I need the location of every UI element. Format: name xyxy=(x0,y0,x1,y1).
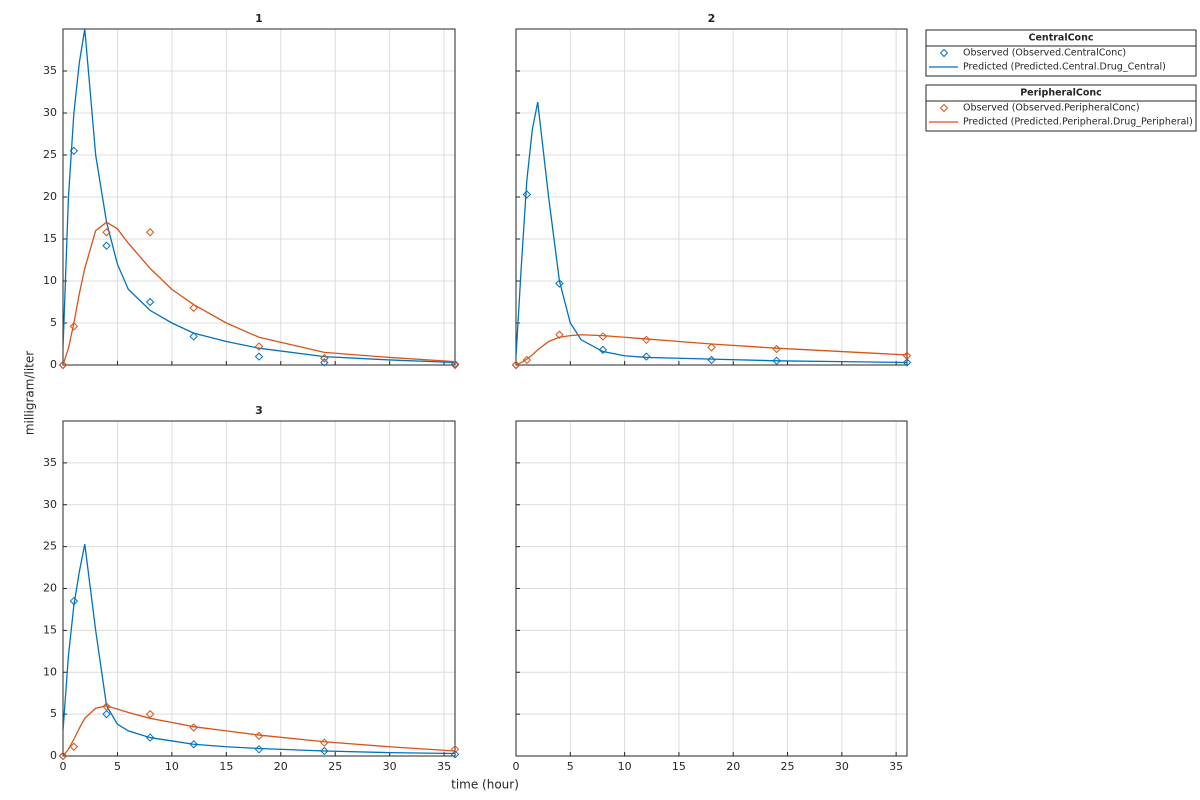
panel-title: 1 xyxy=(255,12,263,25)
observed-point xyxy=(642,352,651,361)
y-tick-label: 5 xyxy=(50,707,57,720)
observed-point xyxy=(522,355,532,365)
panel: 2 xyxy=(511,12,912,370)
legend-title: PeripheralConc xyxy=(1020,88,1102,99)
y-tick-label: 0 xyxy=(50,749,57,762)
y-tick-label: 30 xyxy=(43,106,57,119)
observed-point xyxy=(145,709,155,719)
predicted-line xyxy=(63,221,455,365)
observed-point xyxy=(69,742,79,751)
observed-point xyxy=(189,332,198,341)
axes-box xyxy=(62,420,456,757)
observed-point xyxy=(102,702,111,711)
legend: PeripheralConc Observed (Observed.Periphe… xyxy=(925,84,1197,132)
y-tick-label: 10 xyxy=(43,665,57,678)
observed-point xyxy=(102,228,111,237)
observed-point xyxy=(772,356,781,366)
x-tick-label: 30 xyxy=(835,760,849,773)
x-tick-label: 25 xyxy=(328,760,342,773)
axes-box xyxy=(62,28,456,366)
predicted-line xyxy=(516,334,907,365)
observed-point xyxy=(69,322,79,331)
x-tick-label: 20 xyxy=(726,760,740,773)
x-tick-label: 25 xyxy=(781,760,795,773)
legend-title: CentralConc xyxy=(1029,33,1094,44)
predicted-line xyxy=(516,101,907,364)
x-axis-label: time (hour) xyxy=(451,778,519,792)
panel-title: 3 xyxy=(255,404,263,417)
predicted-line xyxy=(63,543,455,755)
x-tick-label: 0 xyxy=(60,760,67,773)
observed-point xyxy=(254,342,264,351)
y-tick-label: 10 xyxy=(43,274,57,287)
observed-point xyxy=(189,303,198,313)
x-tick-label: 15 xyxy=(219,760,233,773)
observed-point xyxy=(145,297,155,307)
predicted-line xyxy=(63,705,455,756)
x-tick-label: 30 xyxy=(383,760,397,773)
x-tick-label: 10 xyxy=(618,760,632,773)
observed-point xyxy=(254,352,264,361)
observed-point xyxy=(145,228,155,237)
observed-point xyxy=(320,354,329,363)
panel: 0 5 10 15 20 25 30 35 xyxy=(513,420,908,773)
legend-entry: Predicted (Predicted.Central.Drug_Centra… xyxy=(963,62,1166,73)
legend: CentralConc Observed (Observed.CentralCon… xyxy=(925,29,1197,77)
y-tick-label: 35 xyxy=(43,456,57,469)
observed-point xyxy=(58,751,68,761)
y-tick-label: 15 xyxy=(43,623,57,636)
y-tick-label: 20 xyxy=(43,582,57,595)
observed-point xyxy=(598,345,608,355)
legend-entry: Predicted (Predicted.Peripheral.Drug_Per… xyxy=(963,117,1193,128)
observed-point xyxy=(707,343,716,352)
x-tick-label: 35 xyxy=(437,760,451,773)
panel: 0 5 10 15 20 25 30 35 0 5 10 15 20 25 30 35 3 xyxy=(43,404,460,773)
observed-point xyxy=(320,746,329,756)
observed-point xyxy=(555,330,564,339)
legend-entry: Observed (Observed.PeripheralConc) xyxy=(963,103,1140,114)
legend-box xyxy=(925,29,1197,77)
observed-point xyxy=(450,360,460,370)
panel-title: 2 xyxy=(708,12,716,25)
y-tick-label: 25 xyxy=(43,148,57,161)
observed-point xyxy=(555,279,564,288)
predicted-line xyxy=(63,28,455,364)
y-tick-label: 15 xyxy=(43,232,57,245)
y-tick-label: 30 xyxy=(43,498,57,511)
observed-point xyxy=(320,358,329,367)
legend-entry: Observed (Observed.CentralConc) xyxy=(963,48,1126,59)
y-axis-label: milligram/liter xyxy=(23,351,37,435)
observed-point xyxy=(102,241,111,250)
panel: 0 5 10 15 20 25 30 35 1 xyxy=(43,12,460,371)
observed-point xyxy=(102,709,111,719)
x-tick-label: 20 xyxy=(274,760,288,773)
axes-box xyxy=(515,420,908,757)
x-tick-label: 15 xyxy=(672,760,686,773)
observed-point xyxy=(58,360,68,370)
y-tick-label: 20 xyxy=(43,190,57,203)
y-tick-label: 5 xyxy=(50,316,57,329)
x-tick-label: 35 xyxy=(889,760,903,773)
legend-box xyxy=(925,84,1197,132)
observed-point xyxy=(902,358,912,367)
observed-point xyxy=(522,190,532,199)
observed-point xyxy=(450,745,460,754)
axes-box xyxy=(515,28,908,366)
x-tick-label: 5 xyxy=(567,760,574,773)
y-tick-label: 25 xyxy=(43,540,57,553)
y-tick-label: 35 xyxy=(43,64,57,77)
x-tick-label: 5 xyxy=(114,760,121,773)
x-tick-label: 10 xyxy=(165,760,179,773)
y-tick-label: 0 xyxy=(50,358,57,371)
x-tick-label: 0 xyxy=(513,760,520,773)
observed-point xyxy=(189,740,198,749)
legend-symbol xyxy=(939,103,949,113)
legend-symbol xyxy=(939,48,949,58)
